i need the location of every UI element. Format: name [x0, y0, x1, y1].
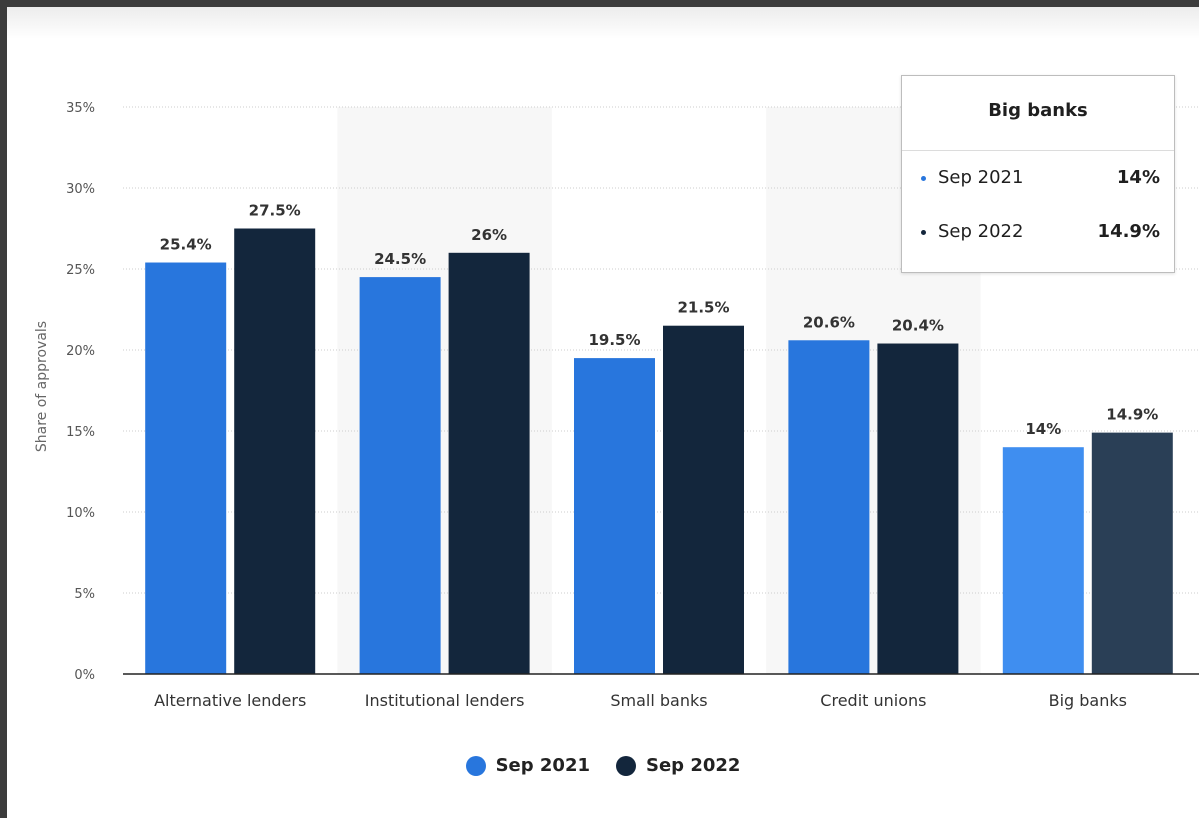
x-tick-label: Alternative lenders: [154, 691, 306, 710]
legend: Sep 2021 Sep 2022: [7, 755, 1199, 776]
data-label: 24.5%: [374, 250, 426, 268]
data-label: 14.9%: [1106, 406, 1158, 424]
bar: [1091, 432, 1173, 674]
tooltip-series-dot: [921, 176, 926, 181]
x-tick-label: Institutional lenders: [365, 691, 525, 710]
bar: [574, 358, 655, 674]
tooltip-series-value: 14%: [1116, 167, 1160, 188]
data-label: 19.5%: [588, 331, 640, 349]
y-tick-label: 0%: [74, 668, 95, 683]
y-tick-label: 20%: [66, 344, 95, 359]
bar: [1002, 447, 1084, 674]
bar: [877, 343, 959, 674]
bar: [234, 228, 316, 674]
y-axis-label: Share of approvals: [34, 321, 50, 452]
legend-label: Sep 2021: [495, 755, 590, 776]
tooltip-series-value: 14.9%: [1097, 221, 1160, 242]
y-tick-label: 15%: [66, 425, 95, 440]
x-tick-label: Credit unions: [820, 691, 926, 710]
y-tick-label: 35%: [66, 101, 95, 116]
legend-item-sep-2022[interactable]: Sep 2022: [616, 755, 740, 776]
data-label: 25.4%: [160, 236, 212, 254]
data-label: 21.5%: [677, 299, 729, 317]
x-tick-label: Big banks: [1049, 691, 1127, 710]
legend-swatch: [465, 755, 486, 776]
data-label: 14%: [1025, 420, 1061, 438]
bar: [359, 277, 441, 674]
y-tick-label: 5%: [74, 587, 95, 602]
data-label: 20.4%: [892, 317, 944, 335]
data-label: 20.6%: [803, 313, 855, 331]
panel-top-strip: [7, 7, 1199, 39]
tooltip-series-dot: [921, 230, 926, 235]
tooltip-series-name: Sep 2022: [938, 221, 1024, 242]
data-label: 27.5%: [249, 202, 301, 220]
bar: [788, 340, 870, 674]
data-label: 26%: [471, 226, 507, 244]
tooltip: Big banks Sep 2021 14% Sep 2022 14.9%: [901, 75, 1175, 273]
y-tick-label: 10%: [66, 506, 95, 521]
y-tick-label: 30%: [66, 182, 95, 197]
tooltip-row-sep-2022: Sep 2022 14.9%: [902, 205, 1174, 259]
tooltip-title: Big banks: [902, 76, 1174, 151]
bar: [663, 325, 744, 674]
legend-label: Sep 2022: [646, 755, 741, 776]
tooltip-row-sep-2021: Sep 2021 14%: [902, 151, 1174, 205]
bar: [448, 252, 530, 675]
y-tick-label: 25%: [66, 263, 95, 278]
legend-swatch: [616, 755, 636, 776]
chart-panel: 0% 5% 10% 15% 20% 25% 30% 35% Share of approvals…: [7, 7, 1199, 818]
tooltip-series-name: Sep 2021: [938, 167, 1024, 188]
x-tick-label: Small banks: [610, 691, 707, 710]
bar-chart: 0% 5% 10% 15% 20% 25% 30% 35% Share of approvals…: [34, 101, 1199, 710]
legend-item-sep-2021[interactable]: Sep 2021: [465, 755, 590, 776]
bar: [145, 262, 227, 674]
